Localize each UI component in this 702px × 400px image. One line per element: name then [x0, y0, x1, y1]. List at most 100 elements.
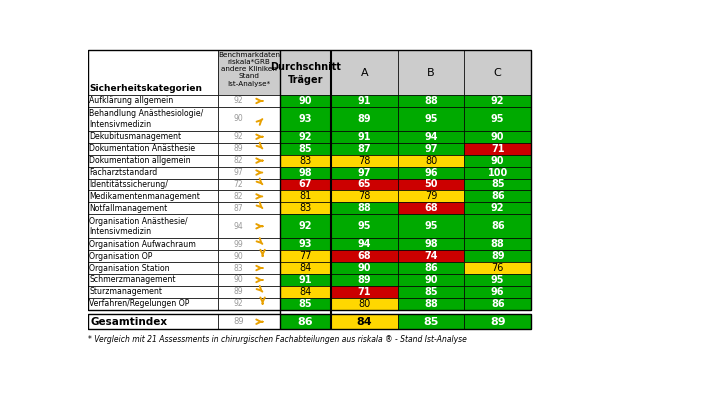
- Bar: [218, 298, 280, 310]
- Text: 90: 90: [299, 96, 312, 106]
- Bar: [465, 298, 531, 310]
- Text: 74: 74: [424, 251, 438, 261]
- Bar: [331, 238, 398, 250]
- Text: 93: 93: [299, 239, 312, 249]
- Bar: [88, 238, 218, 250]
- Bar: [280, 214, 331, 238]
- Bar: [331, 262, 398, 274]
- Bar: [218, 202, 280, 214]
- Text: 89: 89: [234, 287, 243, 296]
- Bar: [465, 286, 531, 298]
- Text: 95: 95: [358, 221, 371, 231]
- Bar: [331, 166, 398, 178]
- Text: Identitätssicherung/: Identitätssicherung/: [89, 180, 168, 189]
- Bar: [218, 166, 280, 178]
- Text: 84: 84: [299, 263, 312, 273]
- Text: 76: 76: [491, 263, 504, 273]
- Text: 86: 86: [491, 299, 505, 309]
- Bar: [398, 131, 465, 143]
- Bar: [88, 178, 218, 190]
- Bar: [88, 250, 218, 262]
- Bar: [280, 95, 331, 107]
- Text: Schmerzmanagement: Schmerzmanagement: [89, 276, 176, 284]
- Bar: [398, 262, 465, 274]
- Text: Notfallmanagement: Notfallmanagement: [89, 204, 168, 213]
- Text: 95: 95: [424, 221, 438, 231]
- Bar: [218, 250, 280, 262]
- Text: 92: 92: [234, 299, 243, 308]
- Text: 82: 82: [234, 156, 243, 165]
- Text: 88: 88: [424, 299, 438, 309]
- Text: 88: 88: [491, 239, 505, 249]
- Bar: [465, 95, 531, 107]
- Bar: [218, 190, 280, 202]
- Bar: [465, 155, 531, 166]
- Text: Benchmarkdaten
riskala*GRB
andere Kliniken
Stand
Ist-Analyse*: Benchmarkdaten riskala*GRB andere Klinik…: [218, 52, 280, 86]
- Bar: [88, 286, 218, 298]
- Bar: [331, 314, 398, 329]
- Bar: [88, 50, 218, 95]
- Bar: [280, 178, 331, 190]
- Bar: [331, 298, 398, 310]
- Text: 72: 72: [234, 180, 243, 189]
- Bar: [280, 190, 331, 202]
- Text: 94: 94: [234, 222, 244, 231]
- Text: Aufklärung allgemein: Aufklärung allgemein: [89, 96, 173, 106]
- Text: 100: 100: [488, 168, 508, 178]
- Bar: [398, 238, 465, 250]
- Text: 71: 71: [358, 287, 371, 297]
- Bar: [280, 50, 331, 95]
- Text: 89: 89: [234, 144, 243, 153]
- Bar: [465, 262, 531, 274]
- Text: Sturzmanagement: Sturzmanagement: [89, 287, 162, 296]
- Text: 92: 92: [299, 132, 312, 142]
- Text: 83: 83: [234, 264, 243, 272]
- Text: 97: 97: [424, 144, 438, 154]
- Text: Organisation Aufwachraum: Organisation Aufwachraum: [89, 240, 196, 249]
- Bar: [280, 274, 331, 286]
- Bar: [331, 286, 398, 298]
- Bar: [465, 238, 531, 250]
- Bar: [218, 238, 280, 250]
- Text: 90: 90: [424, 275, 438, 285]
- Bar: [331, 274, 398, 286]
- Text: 89: 89: [233, 317, 244, 326]
- Text: 92: 92: [234, 96, 243, 106]
- Text: 87: 87: [357, 144, 371, 154]
- Text: Behandlung Anästhesiologie/
Intensivmedizin: Behandlung Anästhesiologie/ Intensivmedi…: [89, 109, 204, 128]
- Text: 81: 81: [299, 192, 312, 202]
- Bar: [331, 178, 398, 190]
- Bar: [218, 131, 280, 143]
- Text: 65: 65: [358, 180, 371, 190]
- Bar: [280, 286, 331, 298]
- Text: Dokumentation allgemein: Dokumentation allgemein: [89, 156, 191, 165]
- Text: Durchschnitt
Träger: Durchschnitt Träger: [270, 62, 341, 85]
- Text: 92: 92: [234, 132, 243, 141]
- Text: 87: 87: [234, 204, 243, 213]
- Text: 86: 86: [491, 221, 505, 231]
- Bar: [331, 143, 398, 155]
- Bar: [88, 155, 218, 166]
- Bar: [398, 314, 465, 329]
- Text: 85: 85: [299, 144, 312, 154]
- Text: 79: 79: [425, 192, 437, 202]
- Bar: [331, 214, 398, 238]
- Bar: [398, 143, 465, 155]
- Bar: [280, 262, 331, 274]
- Bar: [280, 131, 331, 143]
- Text: 97: 97: [358, 168, 371, 178]
- Bar: [398, 95, 465, 107]
- Bar: [280, 314, 331, 329]
- Text: 90: 90: [234, 114, 244, 123]
- Text: 94: 94: [424, 132, 438, 142]
- Text: 90: 90: [234, 276, 244, 284]
- Text: 85: 85: [423, 317, 439, 327]
- Text: Sicherheitskategorien: Sicherheitskategorien: [89, 84, 202, 93]
- Text: Dekubitusmanagement: Dekubitusmanagement: [89, 132, 181, 141]
- Bar: [218, 314, 280, 329]
- Text: Organisation OP: Organisation OP: [89, 252, 152, 260]
- Text: 89: 89: [490, 317, 505, 327]
- Bar: [465, 107, 531, 131]
- Bar: [88, 95, 218, 107]
- Bar: [88, 166, 218, 178]
